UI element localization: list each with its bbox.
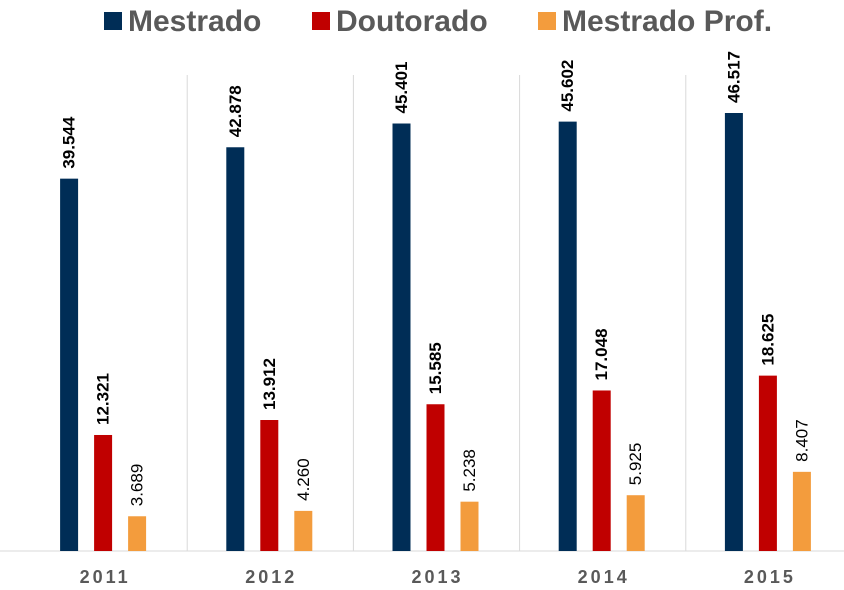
value-label: 45.602 [558,60,577,112]
x-tick-label: 2015 [744,567,796,587]
bar [226,147,245,551]
x-tick-label: 2011 [80,567,131,587]
legend-label: Mestrado Prof. [562,5,772,38]
value-label: 5.238 [460,449,479,492]
value-label: 4.260 [294,458,313,501]
legend-swatch [312,12,330,30]
value-label: 3.689 [128,464,147,507]
bar [592,390,611,551]
bar [60,178,79,551]
value-label: 15.585 [426,342,445,394]
value-label: 13.912 [260,358,279,410]
value-label: 39.544 [60,116,79,169]
legend-label: Mestrado [128,5,261,38]
legend-swatch [538,12,556,30]
x-tick-label: 2013 [411,567,463,587]
bar [94,434,113,551]
bar [392,123,411,552]
bar [558,121,577,551]
bar [294,510,313,551]
value-label: 5.925 [626,443,645,486]
bar [260,420,279,551]
value-label: 45.401 [392,62,411,114]
value-label: 8.407 [792,419,811,462]
x-tick-label: 2014 [578,567,630,587]
value-label: 42.878 [226,85,245,137]
bar [426,404,445,551]
value-label: 46.517 [724,51,743,103]
bar [128,516,147,551]
x-tick-label: 2012 [245,567,297,587]
bar [792,471,811,551]
legend-label: Doutorado [336,5,488,38]
bar [626,495,645,551]
value-label: 17.048 [592,328,611,380]
bar [724,113,743,551]
value-label: 18.625 [758,314,777,366]
bar [758,375,777,551]
value-label: 12.321 [94,373,113,425]
bar [460,501,479,551]
legend-swatch [104,12,122,30]
